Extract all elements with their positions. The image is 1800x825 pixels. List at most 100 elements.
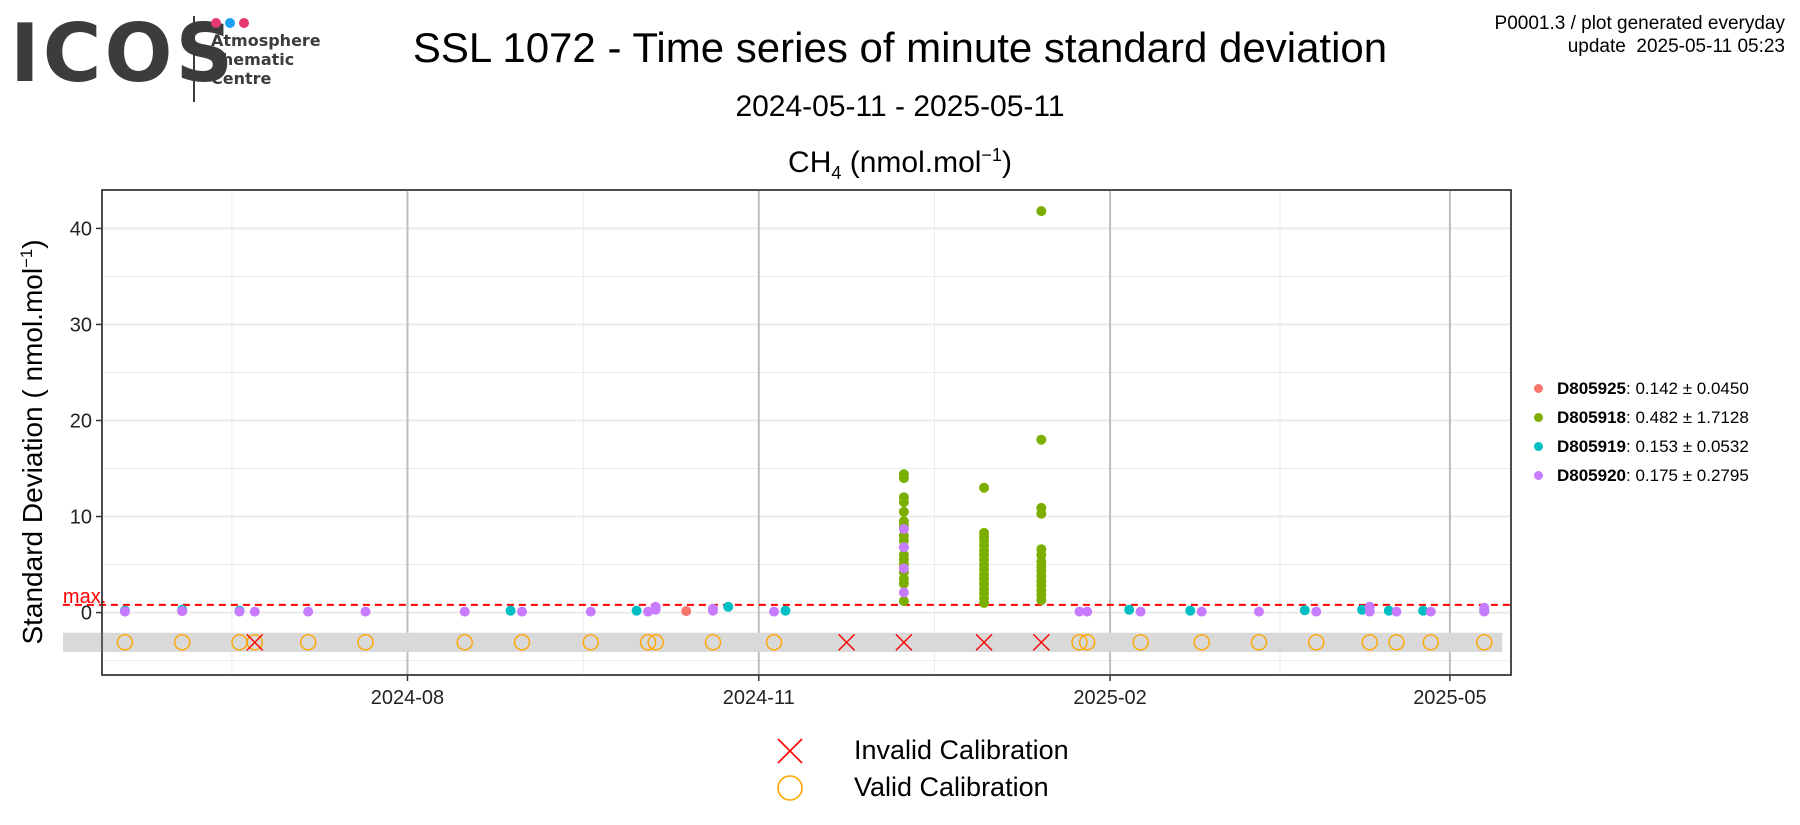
data-point	[459, 606, 470, 617]
valid-calibration-marker	[1071, 634, 1088, 651]
panel-gas-subscript: 4	[831, 163, 842, 183]
logo-dot-2	[225, 18, 235, 28]
data-point	[303, 606, 314, 617]
calibration-legend: Invalid Calibration Valid Calibration	[770, 732, 1069, 806]
panel-unit-exponent: −1	[981, 145, 1002, 165]
data-point	[1124, 604, 1135, 615]
data-point	[650, 601, 661, 612]
panel-unit-close: )	[1001, 146, 1012, 179]
circle-icon	[770, 773, 810, 803]
data-point	[898, 473, 909, 484]
invalid-calibration-label: Invalid Calibration	[854, 735, 1069, 765]
legend-series-value: : 0.175 ± 0.2795	[1626, 465, 1749, 485]
data-point	[517, 606, 528, 617]
valid-calibration-marker	[299, 634, 317, 651]
legend-dot	[1534, 413, 1543, 422]
series-legend: D805925: 0.142 ± 0.0450 D805918: 0.482 ±…	[1534, 374, 1749, 490]
legend-series-value: : 0.482 ± 1.7128	[1626, 407, 1749, 427]
data-point	[1479, 602, 1490, 613]
data-point	[898, 578, 909, 589]
major-grid	[102, 190, 1511, 675]
calibration-markers-layer	[116, 633, 1493, 651]
data-point	[1074, 606, 1085, 617]
data-point	[1036, 595, 1047, 606]
data-point	[979, 597, 990, 608]
panel-unit: (nmol.mol	[841, 146, 982, 179]
logo-subtitle: Atmosphere Thematic Centre	[211, 31, 321, 88]
panel-gas: CH	[788, 146, 832, 179]
invalid-calibration-marker	[246, 633, 264, 651]
legend-series-name: D805925	[1557, 378, 1627, 398]
data-point	[979, 482, 990, 493]
data-point	[1135, 606, 1146, 617]
data-point	[898, 497, 909, 508]
legend-dot	[1534, 471, 1543, 480]
minor-grid	[102, 190, 1511, 675]
data-point	[898, 542, 909, 553]
data-point	[1383, 605, 1394, 616]
data-point	[1036, 434, 1047, 445]
invalid-calibration-marker	[1032, 633, 1050, 651]
legend-series-name: D805920	[1557, 465, 1627, 485]
cross-stroke	[246, 633, 264, 651]
x-tick-label: 2025-02	[1073, 687, 1146, 709]
cross-stroke	[895, 633, 913, 651]
data-point	[643, 606, 654, 617]
plot-info: P0001.3 / plot generated everyday update…	[1495, 12, 1785, 58]
valid-calibration-marker	[1422, 634, 1440, 651]
plot-border	[101, 189, 1512, 676]
legend-item: D805918: 0.482 ± 1.7128	[1534, 403, 1749, 432]
legend-dot	[1534, 442, 1543, 451]
data-point	[898, 524, 909, 535]
data-point	[631, 605, 642, 616]
valid-calibration-marker	[116, 634, 134, 651]
valid-calibration-marker	[1132, 634, 1149, 651]
y-tick-label: 20	[70, 410, 92, 432]
data-point	[1036, 206, 1047, 217]
data-point	[360, 606, 371, 617]
logo-wordmark: ICOS	[10, 7, 237, 100]
data-point	[1196, 606, 1207, 617]
page-title: SSL 1072 - Time series of minute standar…	[412, 24, 1388, 71]
data-point	[898, 506, 909, 517]
invalid-calibration-marker	[895, 633, 913, 651]
legend-item: D805925: 0.142 ± 0.0450	[1534, 374, 1749, 403]
legend-series-value: : 0.142 ± 0.0450	[1626, 378, 1749, 398]
data-point	[234, 606, 245, 617]
data-point	[585, 606, 596, 617]
icos-logo: ICOS Atmosphere Thematic Centre	[10, 12, 330, 107]
axes-layer: 0 10 20 30 40 2024-08 2024-11 2025-02 2025-05	[70, 218, 1487, 709]
legend-valid-calibration: Valid Calibration	[770, 769, 1069, 806]
valid-calibration-marker	[1193, 634, 1210, 651]
invalid-calibration-marker	[838, 633, 856, 651]
legend-dot	[1534, 384, 1543, 393]
data-point	[1364, 601, 1375, 612]
valid-calibration-marker	[1388, 634, 1405, 651]
valid-calibration-label: Valid Calibration	[854, 772, 1049, 802]
valid-calibration-marker	[1250, 634, 1268, 651]
data-point	[1036, 508, 1047, 519]
data-point	[1311, 606, 1322, 617]
valid-calibration-marker	[639, 634, 657, 651]
max-line-label: max.	[63, 586, 106, 608]
logo-dots	[211, 15, 253, 33]
data-point	[681, 606, 692, 617]
data-point	[1418, 605, 1429, 616]
y-tick-label: 40	[70, 218, 92, 240]
valid-calibration-marker	[704, 634, 722, 651]
valid-calibration-marker	[513, 634, 531, 651]
calibration-band	[62, 632, 1503, 652]
valid-calibration-marker	[1308, 634, 1325, 651]
valid-calibration-marker	[246, 634, 263, 651]
data-point	[1357, 604, 1368, 615]
x-tick-label: 2024-11	[723, 687, 795, 709]
data-point	[1299, 605, 1310, 616]
max-line-layer: max.	[62, 586, 1511, 608]
valid-calibration-marker	[1476, 634, 1493, 651]
data-point	[898, 596, 909, 607]
legend-series-value: : 0.153 ± 0.0532	[1626, 436, 1749, 456]
data-point	[769, 606, 780, 617]
data-point	[707, 603, 718, 614]
data-point	[119, 606, 130, 617]
